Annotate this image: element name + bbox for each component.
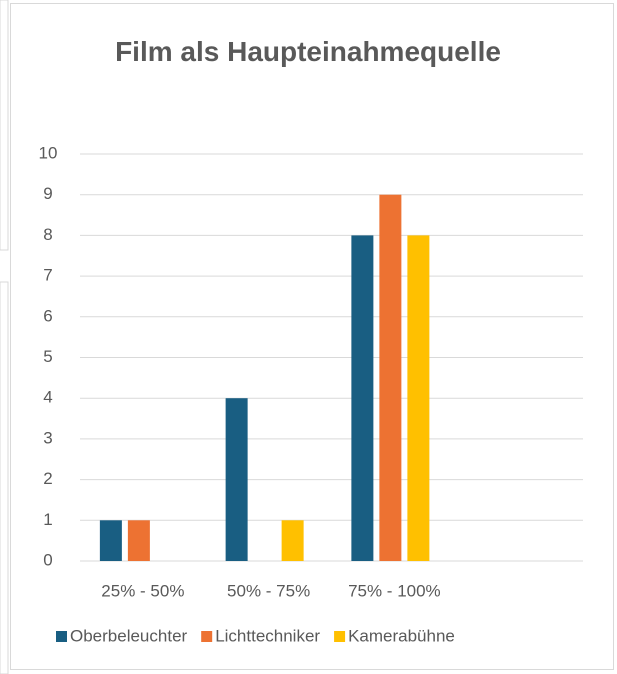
bar: [407, 235, 430, 561]
legend-label: Kamerabühne: [348, 626, 455, 645]
legend-label: Oberbeleuchter: [70, 626, 188, 645]
x-tick-label: 50% - 75%: [227, 581, 310, 600]
x-tick-label: 25% - 50%: [101, 581, 184, 600]
chart-frame: [10, 3, 614, 670]
legend-swatch: [201, 631, 213, 642]
bar: [351, 235, 374, 561]
y-tick-label: 3: [43, 428, 52, 447]
x-tick-label: 75% - 100%: [348, 581, 441, 600]
bar: [225, 398, 248, 561]
y-tick-label: 10: [39, 143, 58, 162]
bar: [281, 520, 304, 561]
legend-label: Lichttechniker: [215, 626, 320, 645]
chart-title: Film als Haupteinahmequelle: [115, 36, 501, 67]
y-tick-label: 0: [43, 550, 52, 569]
y-tick-label: 7: [43, 266, 52, 285]
side-panel: [0, 0, 9, 251]
bar: [99, 520, 122, 561]
y-tick-label: 1: [43, 510, 52, 529]
side-panel: [0, 281, 9, 674]
y-tick-label: 2: [43, 469, 52, 488]
bar: [379, 194, 402, 561]
y-tick-label: 8: [43, 225, 52, 244]
y-tick-label: 4: [43, 388, 52, 407]
y-tick-label: 5: [43, 347, 52, 366]
legend-swatch: [56, 631, 67, 642]
bar: [127, 520, 150, 561]
y-tick-label: 9: [43, 184, 52, 203]
y-tick-label: 6: [43, 306, 52, 325]
legend-swatch: [334, 631, 346, 642]
